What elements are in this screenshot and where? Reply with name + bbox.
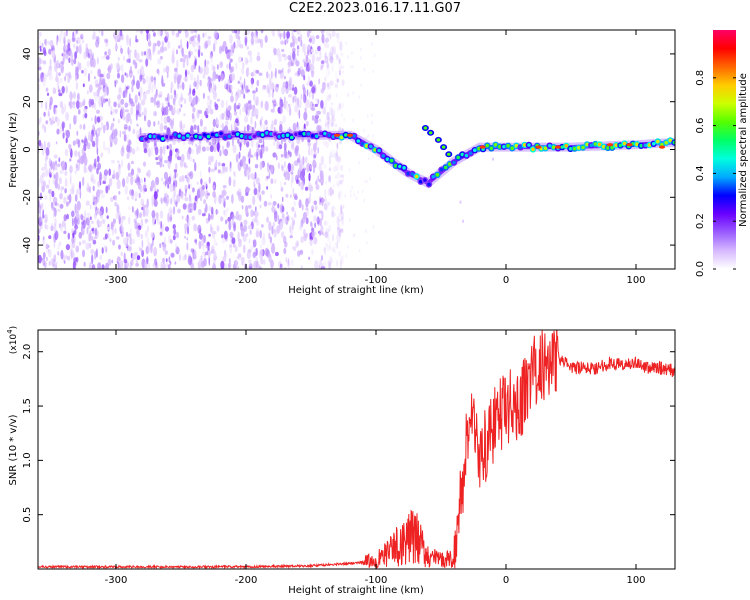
snr-x-tick-label-0: -300 <box>105 575 128 586</box>
snr-x-ticks: -300 -200 -100 0 100 <box>105 330 646 586</box>
snr-x-tick-label-4: 100 <box>626 575 645 586</box>
snr-frame <box>37 329 676 570</box>
spectrogram-signal <box>137 125 675 223</box>
colorbar-tick-label-4: 0.8 <box>695 70 706 86</box>
snr-y-tick-label-3: 2.0 <box>22 344 33 360</box>
spectrogram-y-tick-label-3: 20 <box>22 95 33 108</box>
spectrogram-x-tick-label-0: -300 <box>105 275 128 286</box>
spectrogram-x-axis-label: Height of straight line (km) <box>288 285 424 296</box>
snr-y-tick-label-0: 0.5 <box>22 507 33 523</box>
snr-y-axis-label: SNR (10 * v/v) <box>8 414 19 485</box>
spectrogram-noise <box>38 30 376 269</box>
snr-series-line <box>38 330 675 569</box>
snr-y-ticks: 0.5 1.0 1.5 2.0 <box>22 344 675 523</box>
colorbar-tick-label-2: 0.4 <box>695 165 706 181</box>
spectrogram-y-tick-label-1: -20 <box>22 189 33 205</box>
colorbar-tick-label-0: 0.0 <box>695 261 706 277</box>
spectrogram-y-tick-label-2: 0 <box>22 146 33 152</box>
spectrogram-y-tick-label-4: 40 <box>22 48 33 61</box>
colorbar-tick-label-3: 0.6 <box>695 118 706 134</box>
chart-title: C2E2.2023.016.17.11.G07 <box>288 1 462 16</box>
spectrogram-x-tick-label-2: -100 <box>365 275 388 286</box>
snr-y-tick-label-2: 1.5 <box>22 398 33 414</box>
spectrogram-x-tick-label-3: 0 <box>503 275 509 286</box>
snr-y-tick-label-1: 1.0 <box>22 452 33 468</box>
spectrogram-x-ticks: -300 -200 -100 0 100 <box>105 30 646 286</box>
colorbar-gradient <box>713 30 736 269</box>
colorbar-ticks: 0.0 0.2 0.4 0.6 0.8 <box>695 70 736 277</box>
snr-x-tick-label-2: -100 <box>365 575 388 586</box>
spectrogram-y-ticks: -40 -20 0 20 40 <box>22 48 675 253</box>
colorbar-tick-label-1: 0.2 <box>695 213 706 229</box>
snr-scale-label: (x104) <box>6 326 19 354</box>
colorbar: 0.0 0.2 0.4 0.6 0.8 Normalized spectral ampl… <box>695 30 749 277</box>
spectrogram-x-tick-label-1: -200 <box>235 275 258 286</box>
snr-x-tick-label-3: 0 <box>503 575 509 586</box>
snr-panel: -300 -200 -100 0 100 0.5 1.0 1.5 2.0 Height of … <box>6 326 676 596</box>
spectrogram-y-axis-label: Frequency (Hz) <box>8 112 19 188</box>
snr-x-tick-label-1: -200 <box>235 575 258 586</box>
snr-x-axis-label: Height of straight line (km) <box>288 585 424 596</box>
spectrogram-y-tick-label-0: -40 <box>22 237 33 253</box>
spectrogram-x-tick-label-4: 100 <box>626 275 645 286</box>
colorbar-label: Normalized spectral amplitude <box>738 73 749 227</box>
